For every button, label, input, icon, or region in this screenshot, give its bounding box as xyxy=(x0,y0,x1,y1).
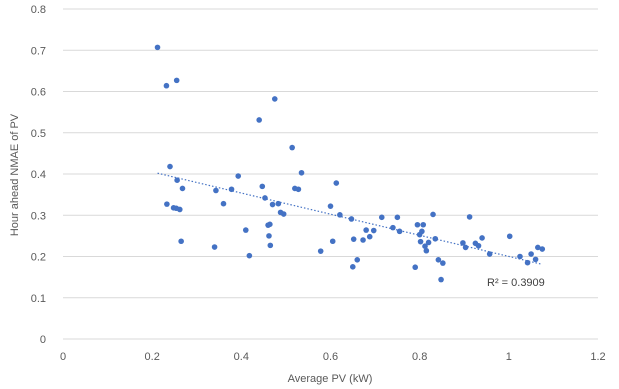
x-tick-label: 1.2 xyxy=(590,351,605,363)
data-point xyxy=(462,244,469,251)
data-point xyxy=(179,185,186,192)
x-tick-label: 1 xyxy=(506,351,512,363)
data-point xyxy=(394,214,401,221)
data-point xyxy=(256,117,262,123)
data-point xyxy=(289,144,295,151)
data-point xyxy=(259,183,266,190)
data-point xyxy=(167,163,173,170)
data-point xyxy=(425,239,432,246)
data-point xyxy=(295,186,302,193)
y-tick-label: 0.6 xyxy=(31,87,46,99)
data-point xyxy=(348,216,355,222)
data-point xyxy=(317,248,324,254)
data-point xyxy=(177,206,183,213)
x-axis-title: Average PV (kW) xyxy=(288,373,373,385)
data-point xyxy=(479,235,485,241)
data-point xyxy=(164,201,170,207)
y-tick-label: 0 xyxy=(40,334,46,346)
data-point xyxy=(440,260,446,266)
data-point xyxy=(422,243,428,249)
data-point xyxy=(535,244,541,251)
x-tick-label: 0.6 xyxy=(323,351,338,363)
data-point xyxy=(262,195,268,201)
data-point xyxy=(329,238,336,245)
data-point xyxy=(432,235,439,242)
data-point xyxy=(275,200,282,207)
y-tick-label: 0.5 xyxy=(31,128,46,140)
data-point xyxy=(349,264,356,270)
x-tick-label: 0.2 xyxy=(145,351,160,363)
y-tick-label: 0.3 xyxy=(31,210,46,222)
data-point xyxy=(350,236,357,242)
data-point xyxy=(363,227,369,233)
data-point xyxy=(528,251,534,257)
y-tick-labels: 0 0.1 0.2 0.3 0.4 0.5 0.6 0.7 0.8 xyxy=(31,4,46,346)
data-point xyxy=(517,253,523,260)
data-point xyxy=(420,221,427,228)
y-tick-label: 0.4 xyxy=(31,169,46,181)
data-point xyxy=(267,221,273,228)
data-point xyxy=(475,242,482,249)
data-point xyxy=(430,211,436,218)
data-point xyxy=(354,257,361,263)
data-point xyxy=(267,242,274,249)
data-point xyxy=(333,180,340,186)
data-point xyxy=(506,233,513,240)
data-point xyxy=(213,187,219,194)
data-point xyxy=(280,211,287,217)
y-tick-label: 0.7 xyxy=(31,45,46,57)
data-point xyxy=(154,44,161,51)
data-point xyxy=(266,233,272,239)
x-tick-label: 0.8 xyxy=(412,351,427,363)
data-point xyxy=(466,214,473,220)
data-point xyxy=(423,247,430,254)
data-point xyxy=(412,264,419,271)
data-point xyxy=(539,246,546,252)
data-point xyxy=(366,233,373,240)
data-point xyxy=(370,227,377,234)
data-point xyxy=(271,96,278,102)
data-point xyxy=(396,228,403,235)
data-point xyxy=(532,256,539,263)
data-point xyxy=(242,227,249,233)
data-point xyxy=(417,238,424,245)
data-point xyxy=(435,257,442,263)
data-point xyxy=(460,240,466,246)
data-point xyxy=(178,238,184,245)
x-tick-label: 0.4 xyxy=(234,351,249,363)
data-points xyxy=(154,44,546,283)
data-point xyxy=(173,77,180,84)
data-point xyxy=(174,177,180,183)
trendline xyxy=(157,172,543,265)
data-point xyxy=(327,203,334,209)
r-squared-label: R² = 0.3909 xyxy=(487,277,545,289)
data-point xyxy=(360,237,366,243)
data-point xyxy=(419,228,425,235)
x-tick-label: 0 xyxy=(60,351,66,363)
data-point xyxy=(486,251,493,257)
data-point xyxy=(414,221,421,228)
data-point xyxy=(378,214,385,221)
y-axis-title: Hour ahead NMAE of PV xyxy=(9,113,21,236)
gridlines xyxy=(63,8,598,299)
data-point xyxy=(235,173,242,179)
x-tick-labels: 0 0.2 0.4 0.6 0.8 1 1.2 xyxy=(60,351,606,363)
data-point xyxy=(211,244,218,250)
y-tick-label: 0.2 xyxy=(31,252,46,264)
data-point xyxy=(220,200,227,207)
data-point xyxy=(438,276,444,283)
data-point xyxy=(163,82,170,89)
data-point xyxy=(390,224,396,231)
data-point xyxy=(298,169,305,176)
data-point xyxy=(246,252,253,259)
y-tick-label: 0.8 xyxy=(31,4,46,16)
data-point xyxy=(269,201,276,208)
y-tick-label: 0.1 xyxy=(31,293,46,305)
